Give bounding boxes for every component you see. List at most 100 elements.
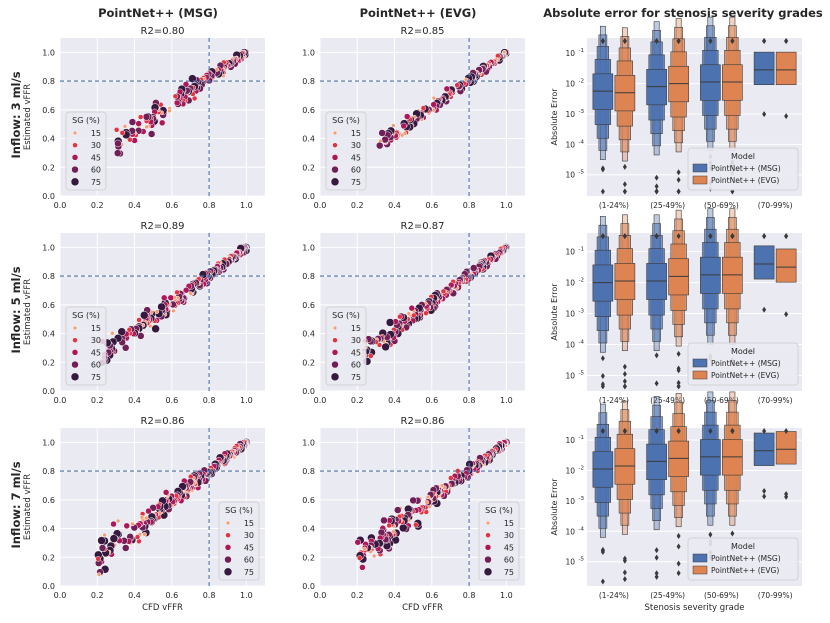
data-point bbox=[394, 506, 402, 514]
y-tick-label: 10 bbox=[565, 558, 575, 567]
y-tick-exponent: -5 bbox=[579, 371, 585, 377]
data-point bbox=[160, 294, 168, 302]
legend-box bbox=[687, 147, 799, 191]
legend-marker bbox=[71, 349, 79, 356]
y-tick-label: 10 bbox=[565, 49, 575, 58]
y-tick-exponent: -1 bbox=[579, 435, 584, 441]
msg-box-level bbox=[753, 245, 775, 280]
outlier-marker bbox=[762, 428, 767, 435]
sg-legend: SG (%) 15 30 45 60 75 bbox=[65, 111, 107, 191]
x-tick-label: (25-49%) bbox=[650, 201, 685, 210]
x-tick-label: 0.0 bbox=[314, 201, 327, 210]
data-point bbox=[96, 572, 102, 577]
x-tick-label: 0.0 bbox=[314, 396, 327, 405]
y-tick-exponent: -4 bbox=[579, 526, 585, 532]
x-tick-label: 0.0 bbox=[314, 591, 327, 600]
evg-box-level bbox=[775, 248, 797, 283]
outlier-marker bbox=[622, 576, 627, 583]
data-point bbox=[158, 119, 166, 127]
legend-marker bbox=[71, 165, 79, 174]
legend-marker bbox=[224, 544, 232, 551]
panel-title: R2=0.87 bbox=[401, 221, 445, 232]
data-point bbox=[443, 85, 451, 93]
outlier-marker bbox=[654, 352, 659, 359]
data-point bbox=[378, 129, 386, 137]
legend-marker bbox=[332, 337, 338, 343]
legend-label: 45 bbox=[351, 153, 361, 162]
legend-swatch bbox=[692, 175, 708, 185]
legend-marker bbox=[330, 177, 340, 187]
legend-marker bbox=[72, 337, 78, 343]
data-point bbox=[381, 342, 390, 352]
outlier-marker bbox=[622, 383, 627, 390]
y-tick-exponent: -4 bbox=[579, 340, 585, 346]
data-point bbox=[110, 331, 115, 336]
panel-title: R2=0.80 bbox=[141, 26, 185, 37]
y-tick-label: 0.2 bbox=[302, 163, 315, 172]
outlier-marker bbox=[708, 233, 713, 240]
outlier-marker bbox=[654, 380, 659, 387]
data-point bbox=[167, 108, 172, 114]
sg-legend: SG (%) 15 30 45 60 75 bbox=[218, 501, 260, 581]
y-tick-label: 10 bbox=[565, 171, 575, 180]
x-axis-label: Stenosis severity grade bbox=[644, 603, 744, 613]
legend-label: 75 bbox=[351, 373, 361, 382]
y-tick-label: 0.8 bbox=[302, 77, 315, 86]
legend-label: 60 bbox=[91, 361, 101, 370]
legend-title: Model bbox=[731, 347, 755, 356]
y-tick-label: 0.2 bbox=[42, 553, 55, 562]
legend-box bbox=[687, 342, 799, 386]
x-tick-label: 0.0 bbox=[54, 591, 67, 600]
data-point bbox=[119, 130, 126, 136]
legend-marker bbox=[331, 360, 339, 369]
data-point bbox=[359, 564, 366, 571]
outlier-marker bbox=[654, 573, 659, 580]
outlier-marker bbox=[654, 428, 659, 435]
data-point bbox=[386, 522, 392, 529]
data-point bbox=[97, 536, 106, 545]
x-tick-label: 0.6 bbox=[425, 201, 438, 210]
x-tick-label: 0.8 bbox=[463, 201, 476, 210]
x-tick-label: (70-99%) bbox=[758, 591, 793, 600]
data-point bbox=[377, 528, 386, 537]
data-point bbox=[136, 317, 142, 323]
data-point bbox=[113, 127, 120, 133]
outlier-marker bbox=[762, 38, 767, 45]
y-tick-exponent: -1 bbox=[579, 48, 584, 54]
legend-label: 60 bbox=[504, 556, 514, 565]
col-header-evg: PointNet++ (EVG) bbox=[360, 6, 477, 20]
y-tick-label: 0.8 bbox=[42, 467, 55, 476]
data-point bbox=[123, 522, 131, 530]
x-tick-label: 0.6 bbox=[165, 591, 178, 600]
data-point bbox=[182, 286, 190, 294]
outlier-marker bbox=[730, 428, 735, 435]
y-tick-label: 1.0 bbox=[42, 438, 55, 447]
y-tick-exponent: -5 bbox=[579, 557, 585, 563]
legend-title: SG (%) bbox=[332, 311, 360, 320]
scatter-panel-EVG-5: 0.00.0 0.2 0.2 0.4 0.4 0.6 0.6 0.8 0.8 1.0 1.0 R2=0… bbox=[302, 221, 525, 405]
outlier-marker bbox=[708, 38, 713, 45]
outlier-marker bbox=[676, 543, 681, 550]
y-tick-label: 1.0 bbox=[302, 438, 315, 447]
x-tick-label: 0.4 bbox=[388, 201, 401, 210]
legend-label: 75 bbox=[244, 568, 254, 577]
data-point bbox=[371, 553, 377, 559]
y-tick-label: 10 bbox=[565, 140, 575, 149]
x-tick-label: 1.0 bbox=[240, 396, 253, 405]
legend-label: PointNet++ (MSG) bbox=[711, 359, 781, 368]
legend-label: 15 bbox=[351, 129, 361, 138]
x-tick-label: (1-24%) bbox=[599, 201, 629, 210]
x-tick-label: 0.8 bbox=[203, 591, 216, 600]
data-point bbox=[128, 118, 137, 126]
data-point bbox=[122, 124, 128, 129]
outlier-marker bbox=[676, 169, 681, 176]
legend-label: 45 bbox=[351, 348, 361, 357]
legend-swatch bbox=[692, 553, 708, 563]
y-tick-exponent: -4 bbox=[579, 139, 585, 145]
legend-marker bbox=[484, 555, 492, 564]
outlier-marker bbox=[676, 379, 681, 386]
outlier-marker bbox=[654, 188, 659, 195]
outlier-marker bbox=[784, 38, 789, 45]
x-tick-label: 1.0 bbox=[240, 591, 253, 600]
